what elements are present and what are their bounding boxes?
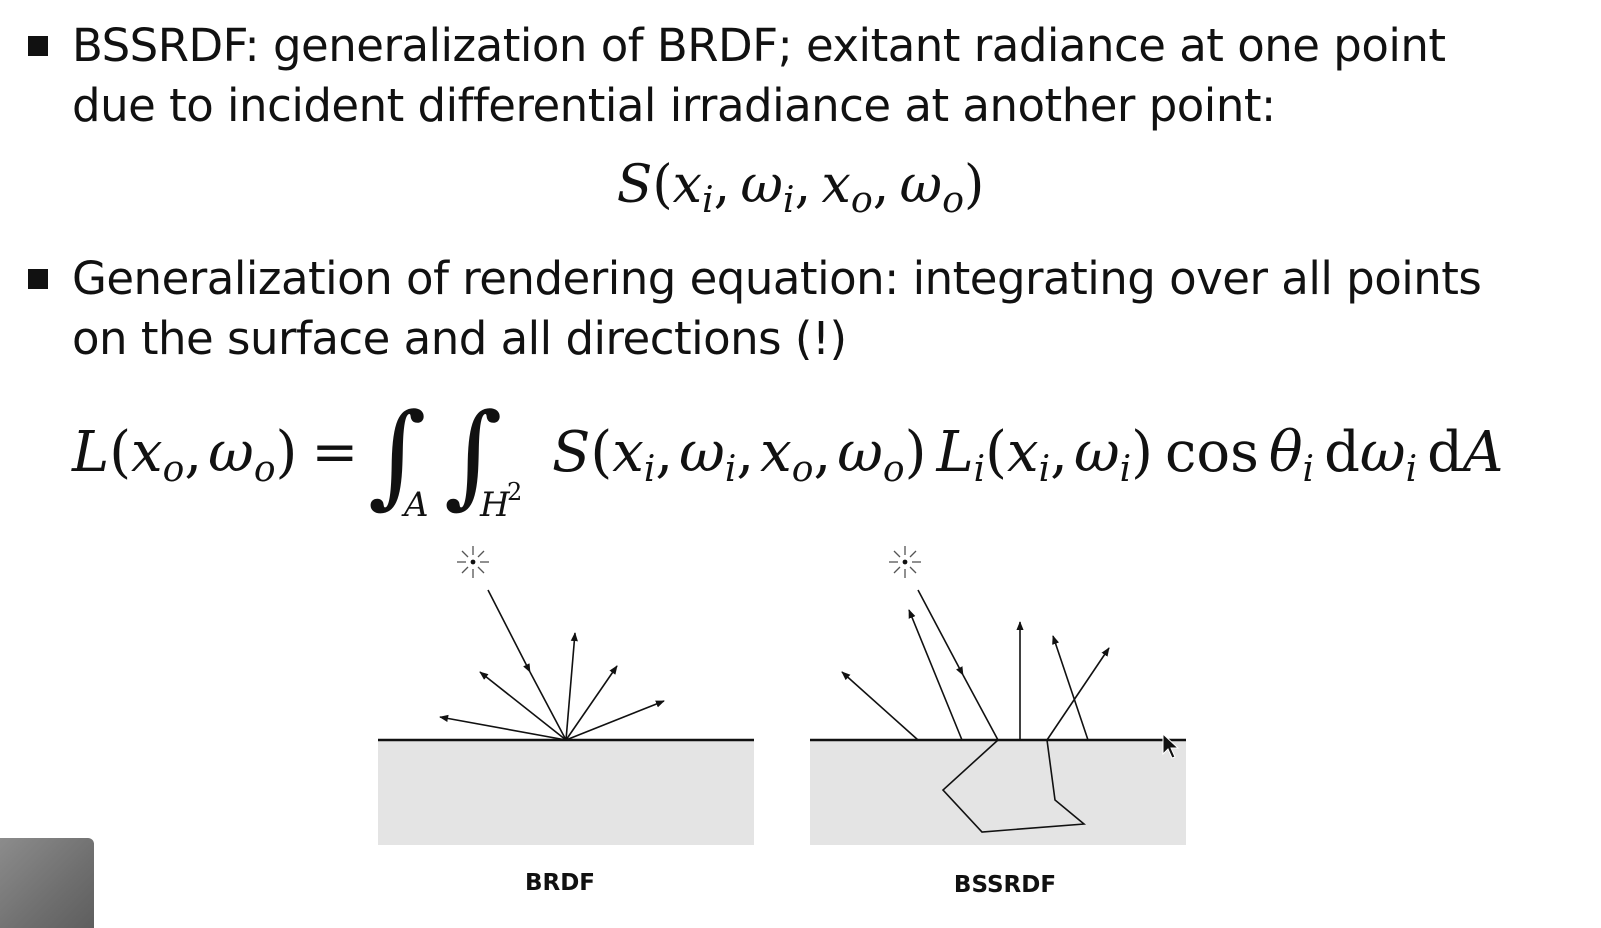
bssrdf-material-block xyxy=(810,740,1186,845)
bullet-text: BSSRDF: generalization of BRDF; exitant … xyxy=(72,19,1446,132)
brdf-reflected-ray xyxy=(565,665,618,741)
bullet-text: Generalization of rendering equation: in… xyxy=(72,252,1482,365)
bssrdf-exitant-ray xyxy=(908,609,963,741)
brdf-reflected-ray xyxy=(439,714,567,741)
svg-text:L(xo,ωo)=: L(xo, ωo) = xyxy=(71,420,358,490)
bssrdf-incident-ray xyxy=(917,589,964,676)
bullet-square-icon xyxy=(28,36,48,56)
brdf-bssrdf-diagram xyxy=(378,546,1186,845)
brdf-caption: BRDF xyxy=(524,870,596,896)
brdf-material-block xyxy=(378,740,754,845)
svg-text:H: H xyxy=(479,485,511,525)
light-source-icon xyxy=(457,546,489,578)
integral-sign-icon: ∫ xyxy=(368,390,426,520)
integral-sign-icon: ∫ xyxy=(444,390,502,520)
bullet-square-icon xyxy=(28,269,48,289)
svg-text:A: A xyxy=(401,485,429,525)
corner-device-image xyxy=(0,838,94,928)
bssrdf-exitant-ray xyxy=(1052,635,1089,741)
rendering-equation-formula: L(xo, ωo) = ∫ A ∫ H 2 S(xi, ωi, xo, ωo) Li(xi,… xyxy=(71,390,1503,525)
bssrdf-exitant-ray xyxy=(1046,647,1110,741)
bssrdf-exitant-ray xyxy=(841,671,919,741)
subsurface-scattering-path xyxy=(941,739,1087,833)
brdf-reflected-ray xyxy=(565,632,578,741)
light-source-icon xyxy=(889,546,921,578)
bssrdf-diagram xyxy=(810,546,1186,845)
bssrdf-caption: BSSRDF xyxy=(953,872,1057,898)
brdf-incident-ray xyxy=(487,589,531,673)
svg-text:2: 2 xyxy=(507,478,522,506)
brdf-reflected-ray xyxy=(479,671,567,741)
brdf-diagram xyxy=(378,546,754,845)
mouse-cursor-icon xyxy=(1162,732,1180,759)
brdf-reflected-ray xyxy=(565,700,665,741)
bssrdf-function-formula: S(xi, ωi, xo, ωo) xyxy=(616,155,985,222)
